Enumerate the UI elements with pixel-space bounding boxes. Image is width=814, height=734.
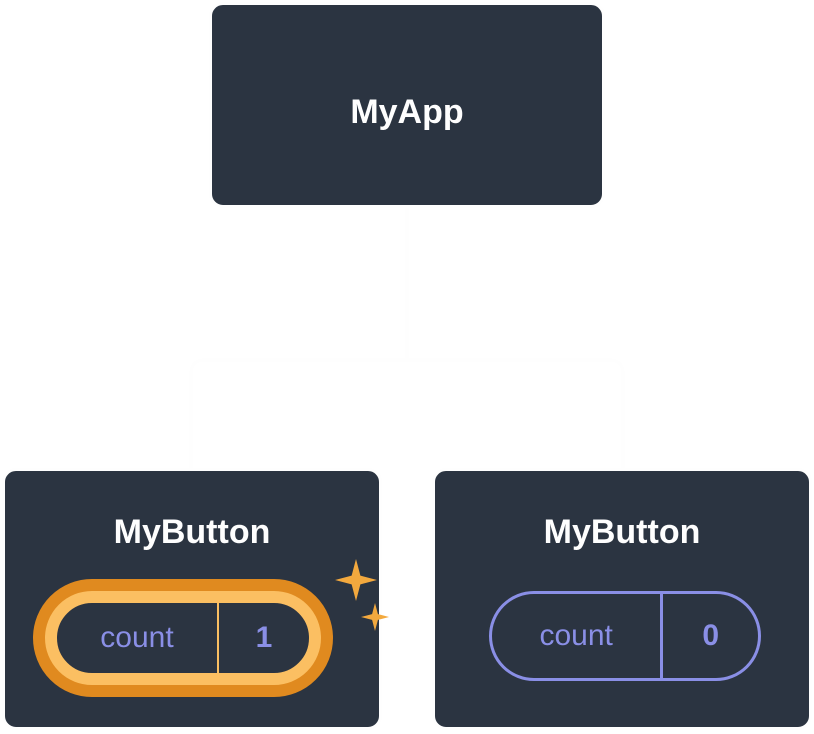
state-pill-highlighted: count 1 [33, 579, 333, 697]
tree-child-node: MyButton count 1 [2, 468, 382, 730]
node-box: MyApp [209, 2, 605, 208]
node-title: MyButton [435, 513, 809, 552]
node-title: MyApp [212, 93, 602, 132]
tree-child-node: MyButton count 0 [432, 468, 812, 730]
pill-label: count [492, 594, 663, 678]
sparkle-icon [361, 603, 389, 631]
pill-value: 1 [219, 603, 309, 673]
pill-label: count [57, 603, 219, 673]
node-title: MyButton [5, 513, 379, 552]
node-box: MyButton count 0 [432, 468, 812, 730]
node-box: MyButton count 1 [2, 468, 382, 730]
sparkle-icon [335, 559, 377, 601]
state-pill: count 0 [489, 591, 761, 681]
pill-value: 0 [663, 594, 758, 678]
tree-root-node: MyApp [209, 2, 605, 208]
